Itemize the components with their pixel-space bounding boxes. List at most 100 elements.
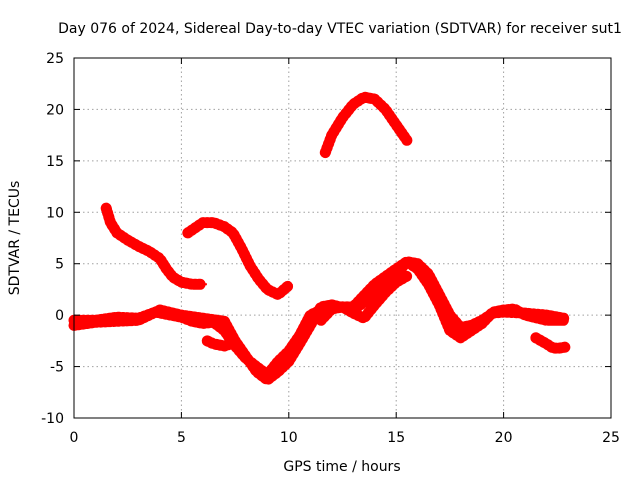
data-point — [392, 278, 401, 287]
x-tick-label: 5 — [177, 430, 186, 446]
data-point — [488, 308, 497, 317]
data-point — [252, 367, 261, 376]
data-point — [510, 305, 519, 313]
data-layer — [68, 91, 572, 386]
data-point — [306, 321, 315, 330]
data-point — [168, 273, 177, 282]
y-tick-label: -10 — [41, 411, 64, 427]
data-point — [237, 244, 246, 253]
data-point — [402, 257, 411, 266]
data-point — [113, 228, 121, 237]
data-point — [198, 314, 207, 323]
data-point — [274, 290, 283, 299]
data-point — [381, 105, 390, 114]
data-point — [561, 343, 570, 351]
data-point — [370, 95, 379, 104]
y-axis-title: SDTVAR / TECUs — [7, 181, 23, 296]
data-point — [521, 311, 530, 320]
data-point — [321, 148, 330, 157]
data-point — [91, 318, 100, 327]
data-point — [155, 306, 164, 314]
data-point — [145, 247, 154, 256]
data-point — [220, 342, 229, 350]
data-point — [226, 339, 235, 348]
data-point — [467, 326, 476, 335]
data-point — [327, 131, 336, 140]
chart-title: Day 076 of 2024, Sidereal Day-to-day VTE… — [58, 21, 622, 37]
data-point — [188, 280, 197, 289]
data-point — [220, 317, 229, 326]
y-tick-label: 10 — [46, 205, 64, 221]
data-point — [295, 339, 304, 348]
data-point — [499, 306, 508, 314]
x-tick-label: 25 — [602, 430, 620, 446]
series-markers-segment-g — [201, 335, 237, 352]
data-point — [349, 100, 358, 109]
data-point — [456, 323, 465, 332]
plot-frame — [73, 57, 612, 419]
data-point — [349, 309, 358, 318]
data-point — [183, 228, 192, 237]
data-point — [134, 316, 143, 325]
y-tick-label: 25 — [46, 51, 64, 67]
data-point — [317, 316, 325, 325]
x-tick-label: 0 — [70, 430, 79, 446]
data-point — [327, 305, 336, 313]
data-point — [209, 339, 218, 348]
x-axis-title: GPS time / hours — [283, 459, 400, 475]
data-point — [435, 300, 444, 309]
data-point — [456, 333, 465, 342]
data-point — [177, 278, 186, 287]
data-point — [263, 375, 272, 384]
data-point — [102, 204, 111, 213]
data-point — [424, 280, 433, 289]
y-tick-label: 5 — [55, 257, 64, 273]
tick-layer: 0 5 10 15 20 25 -10 -5 0 5 10 15 20 25 — [41, 51, 620, 446]
y-tick-label: 15 — [46, 154, 64, 170]
data-point — [445, 326, 454, 335]
data-point — [113, 317, 121, 326]
data-point — [284, 281, 293, 290]
data-point — [106, 218, 115, 227]
data-point — [370, 280, 379, 289]
data-point — [229, 228, 237, 237]
data-point — [392, 120, 401, 129]
data-point — [209, 218, 218, 227]
data-point — [531, 333, 540, 342]
data-point — [402, 272, 411, 281]
y-tick-label: 0 — [55, 308, 64, 324]
data-point — [338, 302, 347, 311]
data-point — [317, 302, 325, 311]
data-point — [338, 113, 347, 122]
data-point — [155, 254, 164, 263]
data-point — [370, 300, 379, 309]
data-point — [162, 264, 171, 273]
data-point — [360, 314, 368, 323]
y-tick-label: 20 — [46, 102, 64, 118]
data-point — [274, 357, 283, 366]
x-tick-label: 15 — [387, 430, 405, 446]
data-point — [402, 136, 411, 145]
data-point — [381, 288, 390, 297]
data-point — [203, 336, 212, 345]
series-markers-segment-a — [100, 202, 209, 290]
data-point — [542, 316, 551, 325]
data-point — [198, 280, 207, 289]
data-point — [254, 275, 263, 284]
x-tick-label: 20 — [495, 430, 513, 446]
data-point — [555, 344, 564, 353]
data-point — [134, 242, 143, 251]
data-point — [559, 316, 568, 325]
data-point — [177, 311, 186, 320]
series-markers-segment-h — [530, 332, 572, 354]
data-point — [220, 222, 229, 231]
x-tick-label: 10 — [280, 430, 298, 446]
data-point — [274, 367, 283, 376]
data-point — [246, 261, 255, 270]
data-point — [145, 311, 154, 320]
series-trace-segment-a — [103, 205, 206, 287]
data-point — [413, 264, 422, 273]
data-point — [360, 93, 368, 102]
data-point — [263, 285, 272, 294]
